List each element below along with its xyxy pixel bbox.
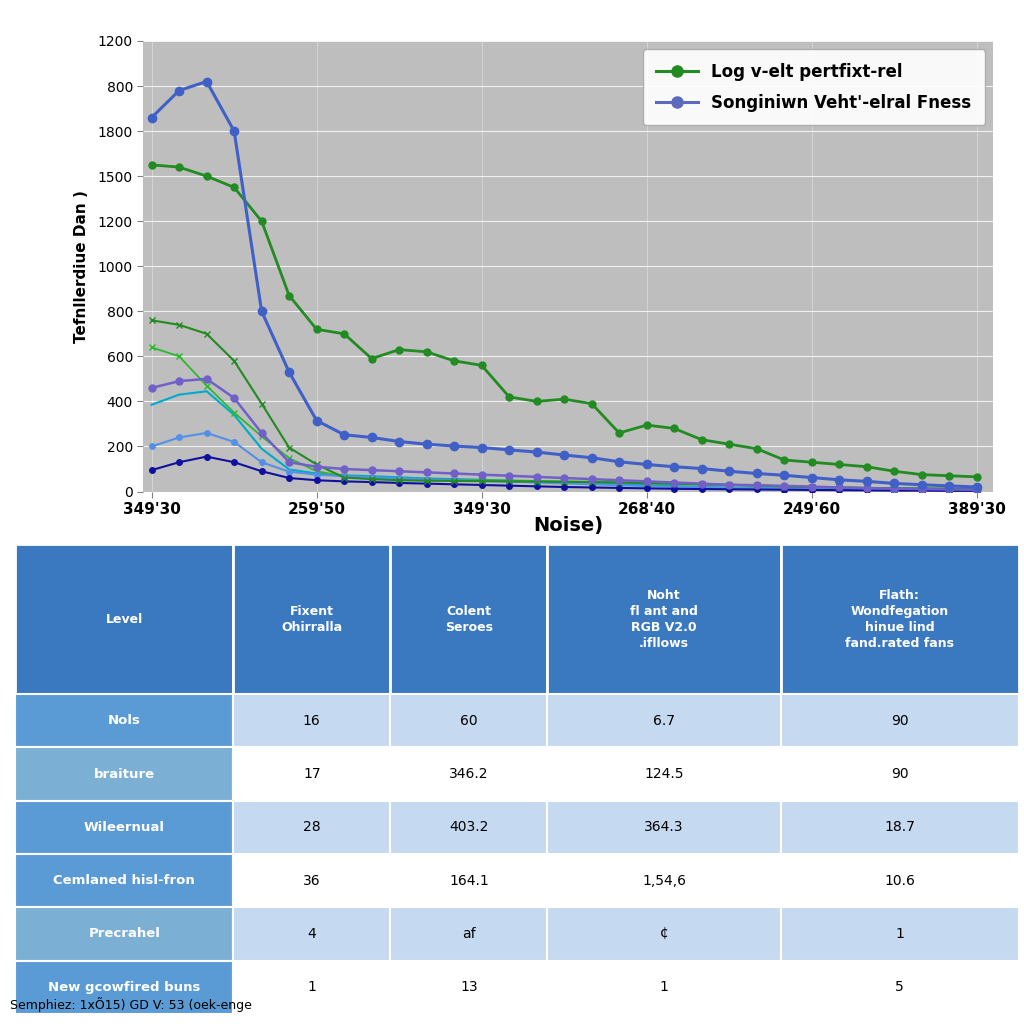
Text: Cemlaned hisl-fron: Cemlaned hisl-fron	[53, 874, 196, 887]
FancyBboxPatch shape	[390, 694, 548, 748]
FancyBboxPatch shape	[780, 544, 1019, 694]
FancyBboxPatch shape	[780, 907, 1019, 961]
Text: Flath:
Wondfegation
hinue lind
fand.rated fans: Flath: Wondfegation hinue lind fand.rate…	[845, 589, 954, 649]
Text: 16: 16	[303, 714, 321, 728]
Text: Noise): Noise)	[534, 516, 603, 536]
FancyBboxPatch shape	[233, 961, 390, 1014]
FancyBboxPatch shape	[15, 961, 233, 1014]
FancyBboxPatch shape	[233, 748, 390, 801]
FancyBboxPatch shape	[15, 544, 233, 694]
FancyBboxPatch shape	[780, 801, 1019, 854]
Text: 4: 4	[307, 927, 316, 941]
FancyBboxPatch shape	[15, 907, 233, 961]
FancyBboxPatch shape	[780, 961, 1019, 1014]
FancyBboxPatch shape	[233, 854, 390, 907]
FancyBboxPatch shape	[780, 854, 1019, 907]
Text: Precrahel: Precrahel	[88, 928, 160, 940]
Text: 1: 1	[307, 980, 316, 994]
Text: 6.7: 6.7	[653, 714, 675, 728]
Text: New gcowfired buns: New gcowfired buns	[48, 981, 201, 993]
Text: Wileernual: Wileernual	[84, 821, 165, 834]
Text: 5: 5	[895, 980, 904, 994]
Y-axis label: Tefnllerdiue Dan ): Tefnllerdiue Dan )	[75, 189, 89, 343]
Text: Level: Level	[105, 612, 143, 626]
Text: 1: 1	[895, 927, 904, 941]
Text: Nols: Nols	[108, 714, 140, 727]
Text: 346.2: 346.2	[450, 767, 488, 781]
FancyBboxPatch shape	[548, 961, 780, 1014]
Text: 1,54,6: 1,54,6	[642, 873, 686, 888]
Text: 90: 90	[891, 767, 908, 781]
FancyBboxPatch shape	[390, 544, 548, 694]
Text: 13: 13	[460, 980, 478, 994]
FancyBboxPatch shape	[390, 748, 548, 801]
FancyBboxPatch shape	[390, 907, 548, 961]
FancyBboxPatch shape	[548, 544, 780, 694]
Text: 164.1: 164.1	[450, 873, 488, 888]
FancyBboxPatch shape	[15, 854, 233, 907]
Text: 124.5: 124.5	[644, 767, 684, 781]
Text: Fixent
Ohirralla: Fixent Ohirralla	[282, 604, 342, 634]
FancyBboxPatch shape	[548, 907, 780, 961]
Text: 17: 17	[303, 767, 321, 781]
FancyBboxPatch shape	[548, 748, 780, 801]
Text: Noht
fl ant and
RGB V2.0
.ifllows: Noht fl ant and RGB V2.0 .ifllows	[630, 589, 698, 649]
FancyBboxPatch shape	[548, 801, 780, 854]
Text: Colent
Seroes: Colent Seroes	[444, 604, 493, 634]
Text: 28: 28	[303, 820, 321, 835]
FancyBboxPatch shape	[233, 907, 390, 961]
FancyBboxPatch shape	[548, 694, 780, 748]
Text: 10.6: 10.6	[885, 873, 915, 888]
FancyBboxPatch shape	[390, 854, 548, 907]
Text: 36: 36	[303, 873, 321, 888]
Text: ¢: ¢	[659, 927, 669, 941]
FancyBboxPatch shape	[15, 694, 233, 748]
Text: 1: 1	[659, 980, 669, 994]
FancyBboxPatch shape	[548, 854, 780, 907]
Legend: Log v-elt pertfixt-rel, Songiniwn Veht'-elral Fness: Log v-elt pertfixt-rel, Songiniwn Veht'-…	[643, 49, 985, 125]
Text: 403.2: 403.2	[450, 820, 488, 835]
FancyBboxPatch shape	[233, 544, 390, 694]
Text: 90: 90	[891, 714, 908, 728]
Text: braiture: braiture	[93, 768, 155, 780]
FancyBboxPatch shape	[15, 748, 233, 801]
FancyBboxPatch shape	[15, 801, 233, 854]
Text: 60: 60	[460, 714, 478, 728]
FancyBboxPatch shape	[233, 801, 390, 854]
Text: af: af	[462, 927, 476, 941]
FancyBboxPatch shape	[390, 801, 548, 854]
Text: 18.7: 18.7	[885, 820, 915, 835]
FancyBboxPatch shape	[390, 961, 548, 1014]
FancyBboxPatch shape	[780, 748, 1019, 801]
Text: 364.3: 364.3	[644, 820, 684, 835]
Text: Semphiez: 1xÕ15) GD V: 53 (oek-enge: Semphiez: 1xÕ15) GD V: 53 (oek-enge	[10, 996, 252, 1012]
FancyBboxPatch shape	[780, 694, 1019, 748]
FancyBboxPatch shape	[233, 694, 390, 748]
